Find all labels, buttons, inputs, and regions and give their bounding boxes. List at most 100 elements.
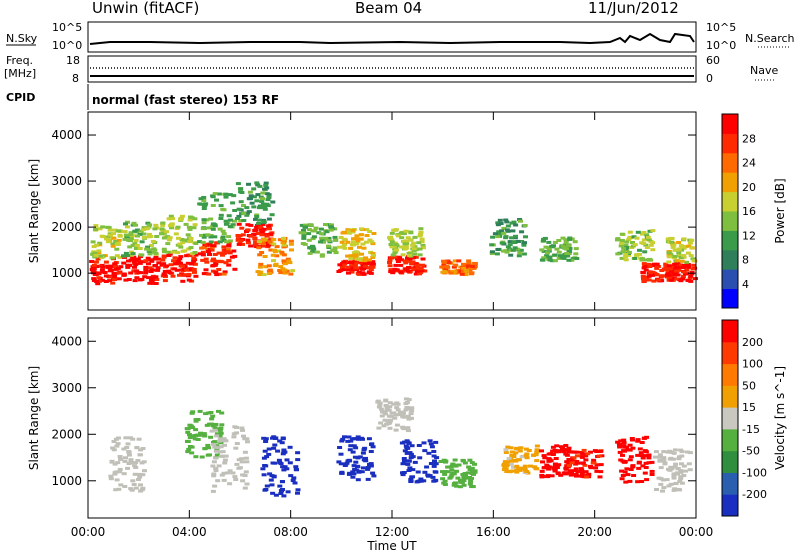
power-cell xyxy=(346,260,352,264)
velocity-cell xyxy=(403,408,409,412)
power-colorbar-swatch xyxy=(722,249,738,270)
power-cell xyxy=(349,270,355,274)
velocity-cell xyxy=(561,447,567,451)
velocity-cell xyxy=(276,458,282,462)
power-cell xyxy=(690,257,696,261)
power-cell xyxy=(399,231,405,235)
power-cell xyxy=(139,253,145,257)
power-cell xyxy=(99,278,105,282)
power-cell xyxy=(188,237,194,240)
velocity-cell xyxy=(122,485,128,488)
power-cell xyxy=(420,257,426,261)
power-cell xyxy=(466,259,472,263)
power-cell xyxy=(169,222,175,226)
velocity-cell xyxy=(432,470,438,474)
power-cell xyxy=(265,243,271,247)
power-cell xyxy=(689,246,695,250)
power-cell xyxy=(133,247,139,250)
power-cell xyxy=(251,205,257,209)
power-cell xyxy=(220,235,226,239)
power-cell xyxy=(259,233,265,237)
velocity-cell xyxy=(281,494,287,498)
power-cell xyxy=(440,270,446,274)
power-cell xyxy=(666,264,672,268)
power-cell xyxy=(496,230,502,234)
power-cell xyxy=(370,262,376,266)
power-cell xyxy=(141,232,147,236)
power-cell xyxy=(162,269,168,273)
power-cell xyxy=(216,251,222,255)
power-cell xyxy=(257,265,263,269)
velocity-cell xyxy=(260,467,266,471)
power-cell xyxy=(201,218,207,222)
power-cell xyxy=(137,232,143,236)
velocity-cell xyxy=(569,471,574,475)
power-colorbar-swatch xyxy=(722,269,738,290)
velocity-cell xyxy=(664,478,670,482)
velocity-cell xyxy=(126,451,132,454)
velocity-cell xyxy=(223,439,229,443)
power-cell xyxy=(370,251,376,255)
power-cell xyxy=(559,255,565,259)
velocity-cell xyxy=(456,463,462,467)
velocity-cell xyxy=(532,465,538,469)
power-cell xyxy=(623,247,629,251)
velocity-cell xyxy=(679,481,685,485)
power-cell xyxy=(323,223,328,226)
power-cell xyxy=(257,273,263,276)
velocity-cell xyxy=(353,446,359,450)
power-cell xyxy=(191,268,197,271)
power-cell xyxy=(235,234,241,237)
power-cell xyxy=(92,251,98,255)
velocity-cell xyxy=(140,473,146,477)
power-cell xyxy=(340,264,346,268)
power-cell xyxy=(556,256,562,260)
power-cell xyxy=(303,223,309,227)
velocity-cell xyxy=(404,439,410,443)
velocity-colorbar-swatch xyxy=(722,494,738,517)
power-cell xyxy=(345,254,351,258)
power-cell xyxy=(416,241,422,245)
power-cell xyxy=(546,249,552,253)
power-cell xyxy=(358,257,364,261)
velocity-cell xyxy=(678,469,684,473)
power-cell xyxy=(356,270,362,274)
power-cell xyxy=(495,221,501,225)
velocity-cell xyxy=(227,469,233,473)
power-colorbar-tick: 28 xyxy=(742,132,756,145)
power-cell xyxy=(408,230,414,234)
velocity-cell xyxy=(671,473,677,477)
power-cell xyxy=(547,258,553,262)
velocity-cell xyxy=(213,449,219,453)
velocity-cell xyxy=(579,472,585,476)
power-cell xyxy=(336,270,342,273)
freq-unit: [MHz] xyxy=(4,67,36,80)
power-cell xyxy=(674,259,680,263)
velocity-cell xyxy=(501,468,507,472)
power-cell xyxy=(364,262,369,266)
velocity-cell xyxy=(445,470,451,474)
power-cell xyxy=(201,221,207,225)
power-cell xyxy=(223,222,229,226)
power-cell xyxy=(201,272,207,276)
velocity-cell xyxy=(565,471,571,475)
power-cell xyxy=(128,258,134,262)
power-cell xyxy=(170,217,176,221)
power-cell xyxy=(255,232,261,235)
power-cell xyxy=(134,269,140,273)
power-cell xyxy=(133,263,139,266)
power-cell xyxy=(256,221,262,225)
power-cell xyxy=(260,191,266,195)
power-cell xyxy=(387,261,392,264)
velocity-cell xyxy=(424,465,430,469)
velocity-cell xyxy=(108,477,114,481)
power-cell xyxy=(111,236,117,240)
velocity-cell xyxy=(640,456,646,460)
power-colorbar-swatch xyxy=(722,230,738,251)
velocity-cell xyxy=(387,405,393,409)
power-cell xyxy=(667,255,672,259)
cpid-text: normal (fast stereo) 153 RF xyxy=(92,93,279,107)
power-cell xyxy=(445,265,451,269)
power-cell xyxy=(289,248,294,252)
x-tick-label: 20:00 xyxy=(577,525,612,539)
